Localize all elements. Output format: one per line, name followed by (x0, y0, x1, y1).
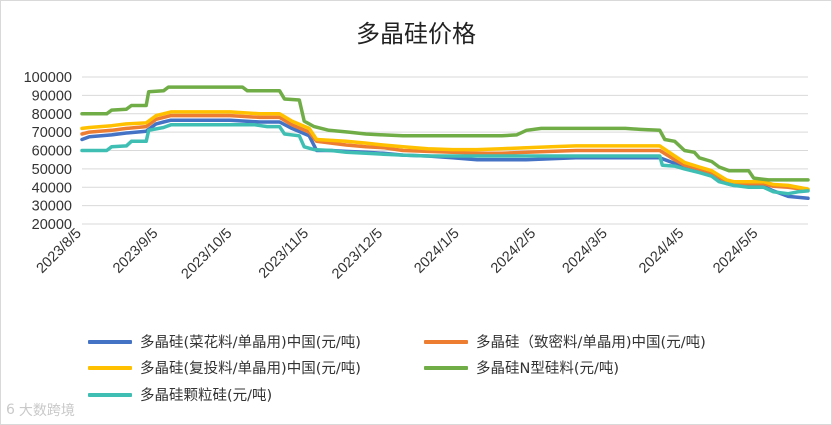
watermark: 6 大数跨境 (6, 400, 75, 420)
series-line-recharge (80, 110, 810, 191)
y-tick-label: 60000 (32, 144, 72, 160)
y-tick-label: 70000 (32, 125, 72, 141)
watermark-logo-icon: 6 (6, 402, 15, 418)
legend-item-dense[interactable]: 多晶硅（致密料/单晶用)中国(元/吨) (424, 331, 706, 352)
series-line-granular (80, 123, 810, 196)
legend-swatch-cauliflower (88, 339, 132, 344)
y-tick-label: 90000 (32, 88, 72, 104)
watermark-text: 大数跨境 (18, 403, 75, 419)
legend-label-ntype: 多晶硅N型硅料(元/吨) (476, 361, 620, 377)
legend-swatch-dense (424, 339, 468, 344)
legend-label-granular: 多晶硅颗粒硅(元/吨) (140, 388, 273, 404)
legend-swatch-ntype (424, 365, 468, 370)
legend-item-cauliflower[interactable]: 多晶硅(菜花料/单晶用)中国(元/吨) (88, 331, 361, 352)
y-tick-label: 100000 (24, 70, 72, 86)
legend-label-recharge: 多晶硅(复投料/单晶用)中国(元/吨) (140, 361, 361, 377)
legend-item-granular[interactable]: 多晶硅颗粒硅(元/吨) (88, 384, 272, 405)
chart-title: 多晶硅价格 (356, 20, 476, 48)
legend-label-cauliflower: 多晶硅(菜花料/单晶用)中国(元/吨) (140, 335, 361, 351)
series-line-ntype (80, 85, 810, 182)
legend-label-dense: 多晶硅（致密料/单晶用)中国(元/吨) (476, 335, 706, 351)
y-axis-ticks: 20000 30000 40000 50000 60000 70000 80000 90000… (24, 70, 72, 233)
y-tick-label: 40000 (32, 180, 72, 196)
y-tick-label: 50000 (32, 162, 72, 178)
series-lines (80, 85, 810, 201)
y-tick-label: 30000 (32, 199, 72, 215)
legend-swatch-recharge (88, 365, 132, 370)
legend-item-ntype[interactable]: 多晶硅N型硅料(元/吨) (424, 357, 619, 378)
y-tick-label: 20000 (32, 217, 72, 233)
legend-item-recharge[interactable]: 多晶硅(复投料/单晶用)中国(元/吨) (88, 357, 361, 378)
y-tick-label: 80000 (32, 107, 72, 123)
legend-swatch-granular (88, 392, 132, 397)
